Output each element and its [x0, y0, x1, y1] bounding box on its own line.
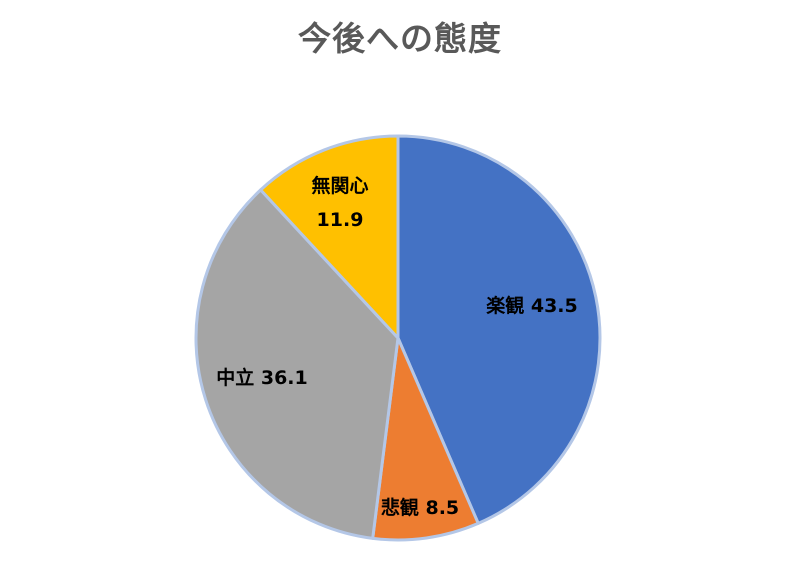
- pie-slice-悲観: [371, 336, 480, 542]
- pie-slice-無関心: [259, 134, 400, 340]
- data-label-中立: 中立 36.1: [216, 366, 308, 389]
- chart-title: 今後への態度: [298, 19, 502, 58]
- pie-slice-中立: [194, 188, 400, 540]
- data-label-無関心: 無関心 11.9: [311, 174, 368, 231]
- data-label-悲観: 悲観 8.5: [381, 496, 459, 519]
- data-label-楽観: 楽観 43.5: [486, 294, 578, 317]
- pie-slice-楽観: [396, 134, 602, 525]
